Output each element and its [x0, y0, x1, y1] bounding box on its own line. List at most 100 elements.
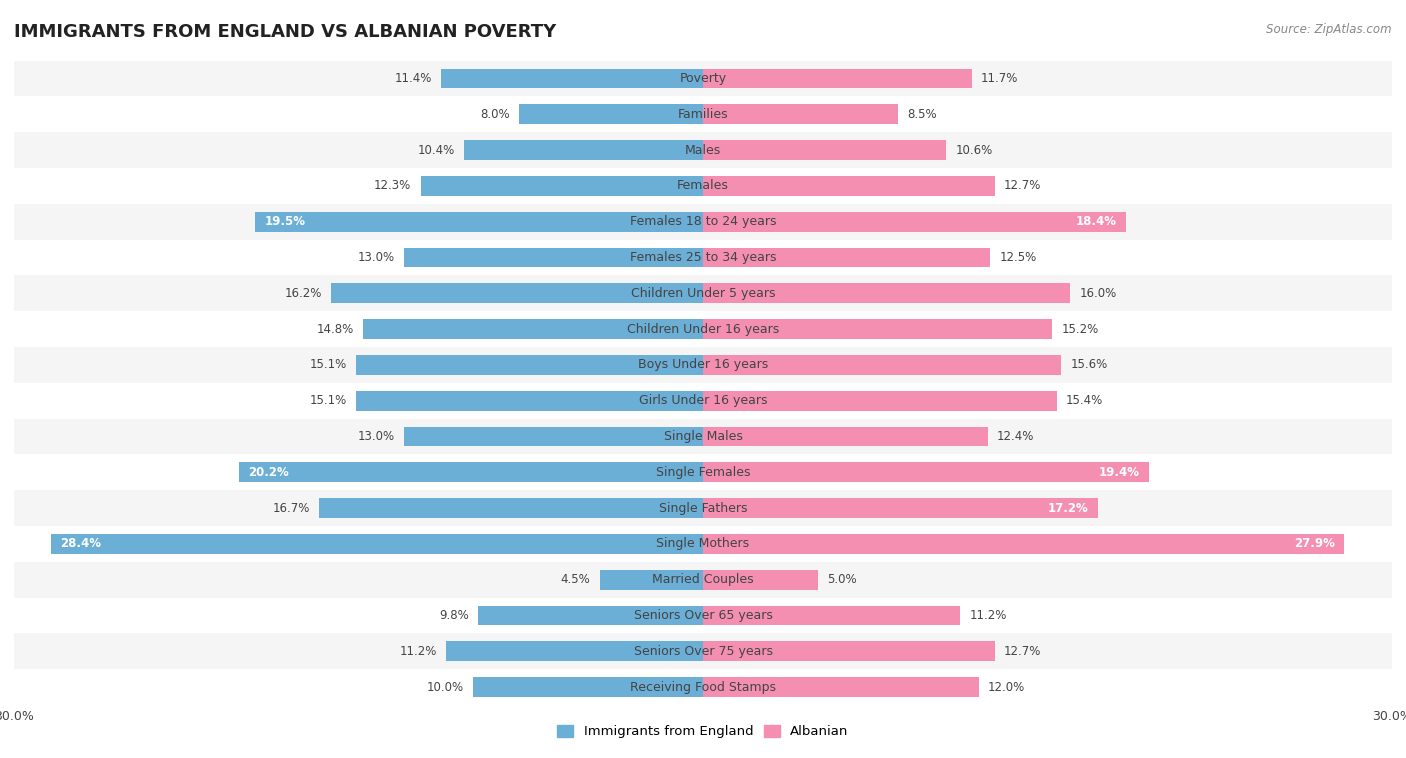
Bar [14, 490, 1392, 526]
Text: 13.0%: 13.0% [359, 251, 395, 264]
Bar [703, 462, 1149, 482]
Text: 11.4%: 11.4% [395, 72, 432, 85]
Bar [14, 275, 1392, 312]
Bar [239, 462, 703, 482]
Text: 27.9%: 27.9% [1294, 537, 1334, 550]
Bar [703, 534, 1344, 553]
Text: 28.4%: 28.4% [60, 537, 101, 550]
Text: 8.0%: 8.0% [481, 108, 510, 121]
Text: 16.7%: 16.7% [273, 502, 311, 515]
Text: Seniors Over 75 years: Seniors Over 75 years [634, 645, 772, 658]
Bar [703, 319, 1052, 339]
Text: 12.7%: 12.7% [1004, 180, 1042, 193]
Text: 5.0%: 5.0% [827, 573, 856, 586]
Bar [405, 248, 703, 268]
Text: 9.8%: 9.8% [439, 609, 468, 622]
Bar [703, 69, 972, 89]
Bar [14, 347, 1392, 383]
Bar [703, 641, 994, 661]
Bar [14, 312, 1392, 347]
Text: 10.0%: 10.0% [427, 681, 464, 694]
Text: 4.5%: 4.5% [561, 573, 591, 586]
Bar [703, 570, 818, 590]
Bar [14, 168, 1392, 204]
Bar [703, 105, 898, 124]
Bar [330, 283, 703, 303]
Text: 17.2%: 17.2% [1047, 502, 1088, 515]
Text: 15.2%: 15.2% [1062, 323, 1098, 336]
Bar [703, 212, 1126, 231]
Bar [14, 96, 1392, 132]
Bar [319, 498, 703, 518]
Bar [474, 677, 703, 697]
Text: Children Under 5 years: Children Under 5 years [631, 287, 775, 300]
Text: Single Mothers: Single Mothers [657, 537, 749, 550]
Bar [14, 240, 1392, 275]
Text: 12.7%: 12.7% [1004, 645, 1042, 658]
Bar [256, 212, 703, 231]
Text: Males: Males [685, 143, 721, 157]
Bar [363, 319, 703, 339]
Bar [703, 355, 1062, 374]
Text: 14.8%: 14.8% [316, 323, 354, 336]
Text: Single Females: Single Females [655, 465, 751, 479]
Text: 18.4%: 18.4% [1076, 215, 1116, 228]
Text: 15.1%: 15.1% [309, 394, 347, 407]
Text: Seniors Over 65 years: Seniors Over 65 years [634, 609, 772, 622]
Text: 20.2%: 20.2% [249, 465, 290, 479]
Bar [420, 176, 703, 196]
Text: Poverty: Poverty [679, 72, 727, 85]
Bar [446, 641, 703, 661]
Text: 10.4%: 10.4% [418, 143, 456, 157]
Bar [519, 105, 703, 124]
Bar [703, 283, 1070, 303]
Bar [51, 534, 703, 553]
Text: 8.5%: 8.5% [907, 108, 936, 121]
Text: 16.0%: 16.0% [1080, 287, 1116, 300]
Bar [14, 204, 1392, 240]
Text: 13.0%: 13.0% [359, 430, 395, 443]
Text: 12.3%: 12.3% [374, 180, 412, 193]
Text: Receiving Food Stamps: Receiving Food Stamps [630, 681, 776, 694]
Text: Source: ZipAtlas.com: Source: ZipAtlas.com [1267, 23, 1392, 36]
Text: 15.6%: 15.6% [1070, 359, 1108, 371]
Bar [14, 418, 1392, 454]
Bar [464, 140, 703, 160]
Bar [14, 597, 1392, 634]
Bar [703, 176, 994, 196]
Text: Married Couples: Married Couples [652, 573, 754, 586]
Bar [14, 562, 1392, 597]
Bar [478, 606, 703, 625]
Text: 15.4%: 15.4% [1066, 394, 1104, 407]
Text: Girls Under 16 years: Girls Under 16 years [638, 394, 768, 407]
Bar [703, 606, 960, 625]
Text: 11.7%: 11.7% [981, 72, 1018, 85]
Text: Families: Families [678, 108, 728, 121]
Text: Females 18 to 24 years: Females 18 to 24 years [630, 215, 776, 228]
Bar [14, 634, 1392, 669]
Legend: Immigrants from England, Albanian: Immigrants from England, Albanian [553, 719, 853, 744]
Bar [356, 391, 703, 411]
Text: 15.1%: 15.1% [309, 359, 347, 371]
Text: Boys Under 16 years: Boys Under 16 years [638, 359, 768, 371]
Text: 11.2%: 11.2% [399, 645, 437, 658]
Bar [14, 669, 1392, 705]
Bar [703, 498, 1098, 518]
Bar [703, 677, 979, 697]
Text: 10.6%: 10.6% [956, 143, 993, 157]
Text: 19.4%: 19.4% [1098, 465, 1139, 479]
Bar [441, 69, 703, 89]
Bar [14, 383, 1392, 418]
Text: 11.2%: 11.2% [969, 609, 1007, 622]
Bar [14, 526, 1392, 562]
Bar [703, 427, 988, 446]
Bar [14, 132, 1392, 168]
Text: Children Under 16 years: Children Under 16 years [627, 323, 779, 336]
Text: 12.4%: 12.4% [997, 430, 1035, 443]
Bar [703, 391, 1057, 411]
Text: Single Fathers: Single Fathers [659, 502, 747, 515]
Text: 16.2%: 16.2% [284, 287, 322, 300]
Text: Females: Females [678, 180, 728, 193]
Bar [14, 61, 1392, 96]
Bar [356, 355, 703, 374]
